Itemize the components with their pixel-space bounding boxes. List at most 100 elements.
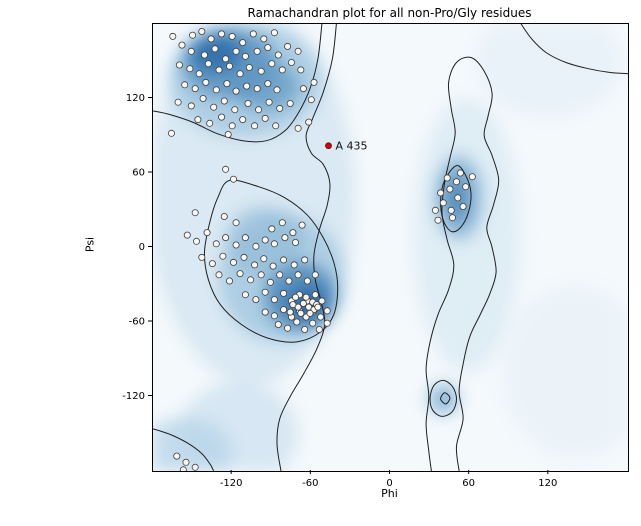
residue-point [264,80,272,88]
residue-point [264,44,272,52]
residue-point [212,240,220,248]
residue-point [173,452,181,460]
residue-point [268,225,276,233]
residue-point [437,189,445,197]
residue-point [261,114,269,122]
residue-point [202,78,210,86]
residue-point [224,131,232,139]
residue-point [462,183,470,191]
residue-point [281,234,289,242]
residue-point [206,119,214,127]
residue-point [270,240,278,248]
residue-point [223,80,231,88]
residue-point [244,100,252,108]
residue-point [317,313,325,321]
residue-point [290,261,298,269]
residue-point [182,458,190,466]
residue-point [230,175,238,183]
residue-point [195,70,203,78]
residue-point [255,106,263,114]
residue-point [298,221,306,229]
residue-point [323,307,331,315]
residue-point [431,206,439,214]
residue-point [191,209,199,217]
residue-point [179,466,187,471]
residue-point [204,60,212,68]
contour-line [153,428,215,471]
residue-point [284,324,292,332]
contour-line [440,392,451,405]
residue-point [228,122,236,130]
residue-point [232,241,240,249]
contour-line [429,379,458,417]
y-tick-label: 120 [126,93,145,104]
residue-point [187,102,195,110]
residue-point [270,29,278,37]
residue-point [191,85,199,93]
residue-point [286,308,294,316]
residue-point [314,303,322,311]
scatter-layer: A 435 [153,24,628,471]
residue-point [178,41,186,49]
residue-point [266,278,274,286]
residue-point [239,116,247,124]
residue-point [278,219,286,227]
residue-point [211,45,219,53]
residue-point [198,28,206,35]
residue-point [439,199,447,207]
plot-area: A 435 [152,23,629,472]
residue-point [240,253,248,261]
contour-line [425,56,500,471]
residue-point [286,100,294,108]
residue-point [294,47,302,55]
residue-point [305,118,313,126]
residue-point [236,70,244,78]
residue-point [307,96,315,104]
y-tick-label: 0 [139,242,145,253]
contour-line [520,24,628,75]
residue-point [212,86,220,94]
residue-point [280,289,288,297]
residue-point [302,293,310,301]
density-blob [502,284,628,459]
residue-point [448,214,456,222]
highlighted-residue-marker [325,142,332,150]
residue-point [167,129,175,137]
residue-point [203,229,211,237]
residue-point [289,301,297,309]
residue-point [276,104,284,112]
residue-point [252,242,260,250]
contour-line [276,24,337,471]
residue-point [241,291,249,299]
residue-point [215,271,223,279]
residue-point [228,32,236,40]
residue-point [226,62,234,70]
residue-point [189,31,197,39]
residue-point [230,258,238,266]
residue-point [220,97,228,105]
residue-point [232,87,240,95]
residue-point [260,35,268,43]
residue-point [265,98,273,106]
residue-point [311,271,319,279]
residue-point [231,106,239,114]
residue-point [284,42,292,50]
residue-point [280,256,288,264]
residue-point [243,82,251,90]
residue-point [174,98,182,106]
residue-point [251,261,259,269]
residue-point [232,219,240,227]
residue-point [278,66,286,74]
residue-point [311,291,319,299]
residue-point [236,270,244,278]
residue-point [261,236,269,244]
residue-point [260,255,268,263]
residue-point [247,276,255,284]
residue-point [297,66,305,74]
residue-point [447,206,455,214]
residue-point [251,122,259,130]
residue-point [199,95,207,103]
residue-point [276,271,284,279]
residue-point [270,296,278,304]
residue-point [215,66,223,74]
